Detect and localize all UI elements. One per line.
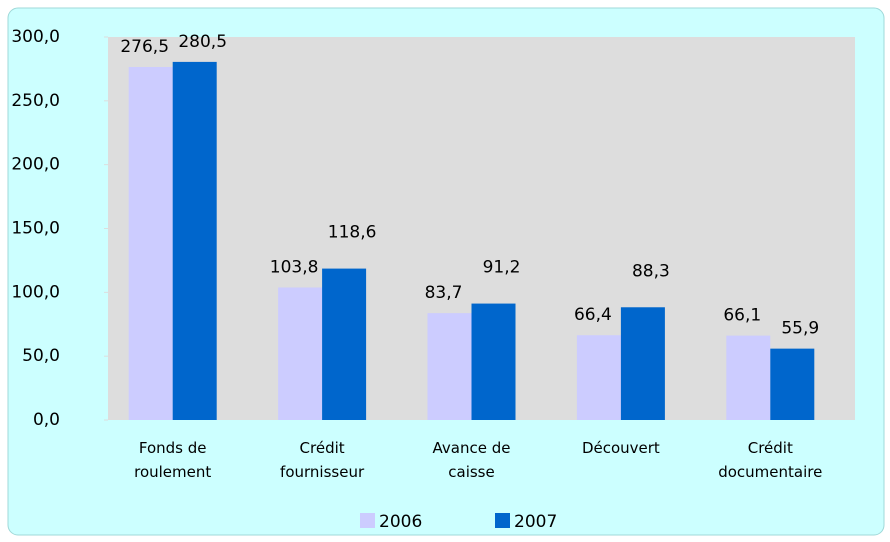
y-tick-label: 0,0	[33, 410, 60, 430]
bar	[278, 287, 323, 420]
bar	[427, 313, 472, 420]
x-tick-label: Découvert	[581, 439, 660, 457]
y-tick-label: 250,0	[11, 91, 60, 111]
y-tick-label: 200,0	[11, 155, 60, 175]
bar	[471, 303, 516, 420]
legend-swatch	[495, 513, 510, 528]
value-label: 88,3	[632, 261, 670, 281]
value-label: 66,1	[723, 306, 761, 326]
value-label: 83,7	[425, 283, 463, 303]
legend-swatch	[360, 513, 375, 528]
legend-label: 2007	[514, 512, 557, 532]
bar	[620, 307, 665, 420]
legend-label: 2006	[379, 512, 422, 532]
value-label: 91,2	[483, 258, 521, 278]
x-tick-label: Crédit fournisseur	[280, 439, 365, 481]
y-tick-label: 100,0	[11, 282, 60, 302]
x-tick-label: Fonds de roulement	[134, 439, 212, 481]
y-tick-label: 150,0	[11, 219, 60, 239]
value-label: 280,5	[178, 32, 227, 52]
bar	[770, 348, 815, 420]
value-label: 276,5	[120, 37, 169, 57]
value-label: 66,4	[574, 305, 612, 325]
x-tick-label: Crédit documentaire	[718, 439, 823, 481]
x-tick-label: Avance de caisse	[432, 439, 511, 481]
y-tick-label: 50,0	[22, 346, 60, 366]
value-label: 55,9	[781, 319, 819, 339]
value-label: 103,8	[270, 257, 319, 277]
value-label: 118,6	[328, 223, 377, 243]
bar	[172, 61, 217, 421]
bar	[128, 67, 173, 421]
bar	[322, 268, 367, 420]
bar	[726, 335, 771, 420]
y-tick-label: 300,0	[11, 27, 60, 47]
bar	[576, 335, 621, 420]
